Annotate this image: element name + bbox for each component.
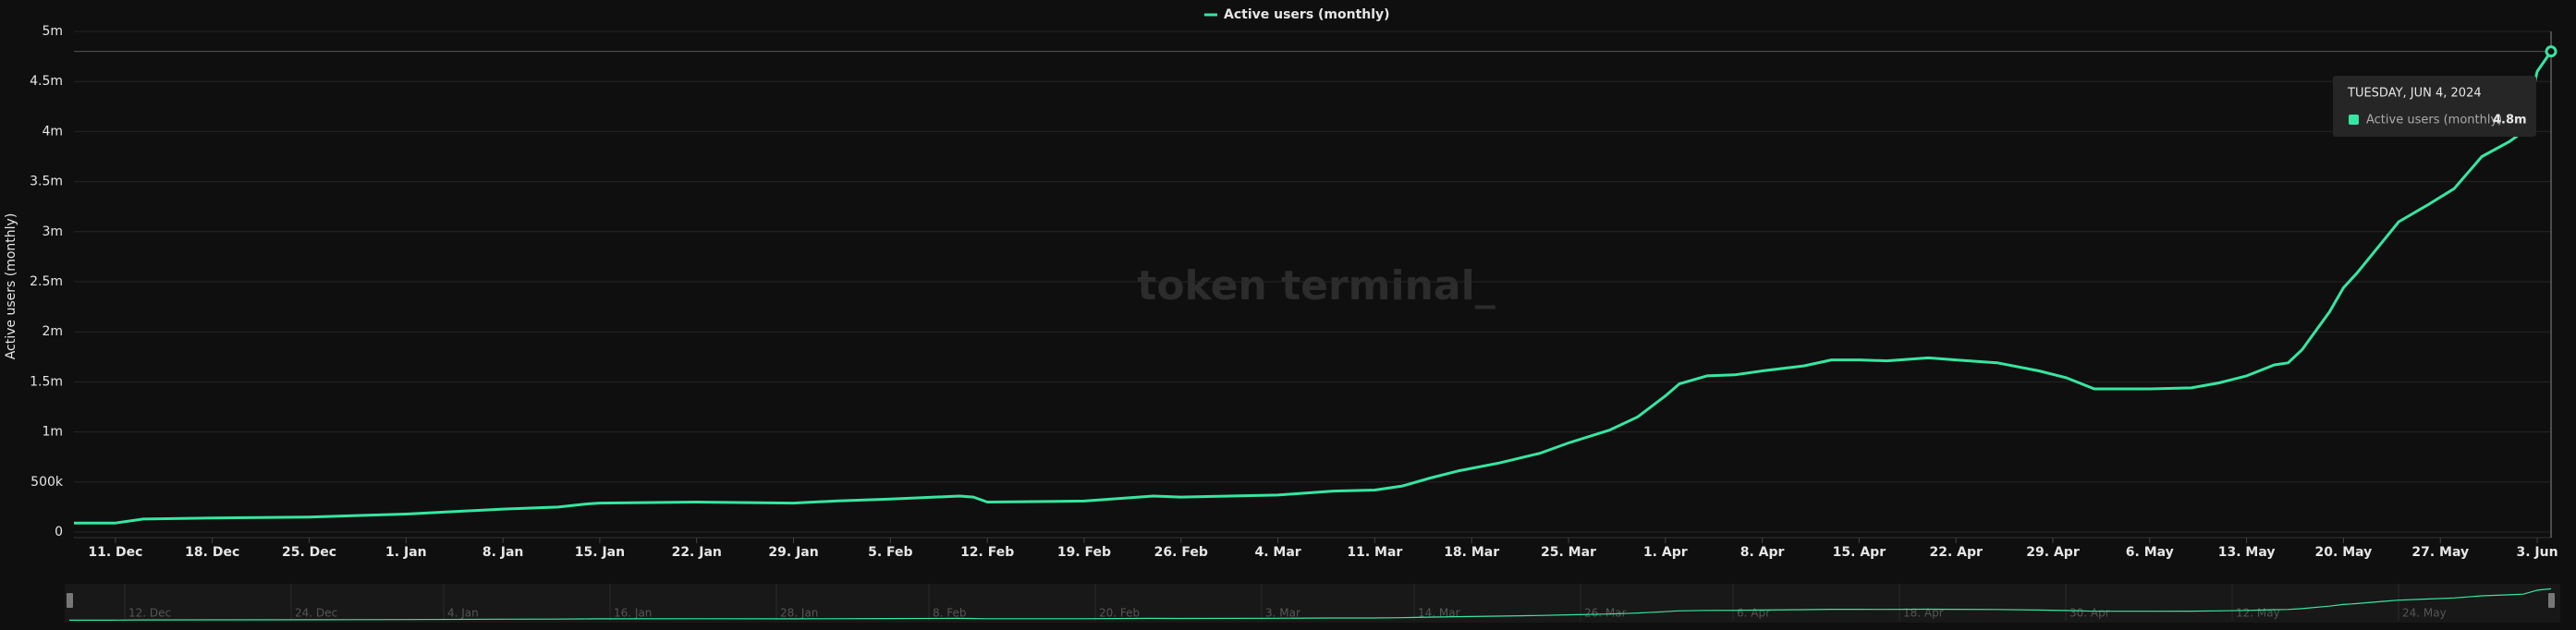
x-tick-label: 13. May (2218, 545, 2276, 560)
x-tick-label: 26. Feb (1154, 545, 1208, 560)
navigator-tick-label: 3. Mar (1265, 607, 1300, 620)
navigator-tick-label: 6. Apr (1737, 607, 1770, 620)
x-tick-label: 11. Mar (1347, 545, 1402, 560)
y-tick-label: 4.5m (30, 74, 63, 89)
tooltip (2333, 76, 2536, 137)
navigator-tick-label: 14. Mar (1418, 607, 1460, 620)
x-tick-label: 5. Feb (868, 545, 912, 560)
y-tick-label: 2.5m (30, 274, 63, 289)
navigator-tick-label: 20. Feb (1099, 607, 1140, 620)
x-tick-label: 1. Jan (385, 545, 427, 560)
y-axis-title: Active users (monthly) (4, 213, 18, 360)
navigator-tick-label: 30. Apr (2069, 607, 2110, 620)
x-tick-label: 27. May (2411, 545, 2469, 560)
x-tick-label: 22. Jan (672, 545, 722, 560)
x-tick-label: 15. Jan (575, 545, 625, 560)
y-tick-label: 5m (42, 24, 63, 39)
navigator-tick-label: 8. Feb (933, 607, 967, 620)
x-tick-label: 11. Dec (88, 545, 142, 560)
y-tick-label: 500k (31, 475, 64, 490)
y-tick-label: 3m (42, 224, 63, 239)
navigator-handle-right[interactable] (2548, 593, 2555, 608)
x-tick-label: 4. Mar (1254, 545, 1300, 560)
watermark: token terminal_ (1137, 262, 1495, 309)
x-tick-label: 20. May (2315, 545, 2373, 560)
navigator-tick-label: 12. May (2236, 607, 2280, 620)
x-tick-label: 25. Dec (282, 545, 336, 560)
navigator-line (69, 588, 2552, 621)
x-tick-label: 3. Jun (2516, 545, 2558, 560)
navigator-handle-left[interactable] (67, 593, 73, 608)
x-tick-label: 29. Jan (768, 545, 818, 560)
y-tick-label: 2m (42, 324, 63, 339)
navigator-tick-label: 16. Jan (614, 607, 652, 620)
x-tick-label: 22. Apr (1929, 545, 1983, 560)
x-tick-label: 12. Feb (960, 545, 1014, 560)
tooltip-value: 4.8m (2493, 114, 2527, 127)
tooltip-date: TUESDAY, JUN 4, 2024 (2347, 87, 2482, 101)
navigator (65, 584, 2560, 623)
x-tick-label: 8. Jan (482, 545, 524, 560)
x-tick-label: 1. Apr (1643, 545, 1688, 560)
navigator-tick-label: 28. Jan (780, 607, 818, 620)
x-tick-label: 18. Dec (185, 545, 239, 560)
x-tick-label: 25. Mar (1541, 545, 1596, 560)
navigator-tick-label: 24. May (2402, 607, 2447, 620)
legend-label[interactable]: Active users (monthly) (1224, 7, 1390, 22)
x-tick-label: 6. May (2126, 545, 2174, 560)
y-tick-label: 4m (42, 124, 63, 139)
navigator-tick-label: 24. Dec (295, 607, 337, 620)
x-tick-label: 29. Apr (2026, 545, 2080, 560)
y-tick-label: 1m (42, 425, 63, 440)
y-tick-label: 0 (55, 525, 63, 539)
x-tick-label: 19. Feb (1057, 545, 1111, 560)
navigator-tick-label: 26. Mar (1584, 607, 1627, 620)
hover-point (2545, 45, 2558, 58)
x-tick-label: 8. Apr (1740, 545, 1785, 560)
navigator-tick-label: 18. Apr (1903, 607, 1944, 620)
navigator-tick-label: 12. Dec (128, 607, 171, 620)
y-tick-label: 3.5m (30, 175, 63, 189)
x-tick-label: 15. Apr (1833, 545, 1886, 560)
y-tick-label: 1.5m (30, 374, 63, 389)
series-line (74, 50, 2553, 525)
x-tick-label: 18. Mar (1444, 545, 1499, 560)
tooltip-series: Active users (monthly) (2366, 114, 2502, 127)
navigator-tick-label: 4. Jan (447, 607, 479, 620)
tooltip-swatch (2349, 115, 2359, 125)
